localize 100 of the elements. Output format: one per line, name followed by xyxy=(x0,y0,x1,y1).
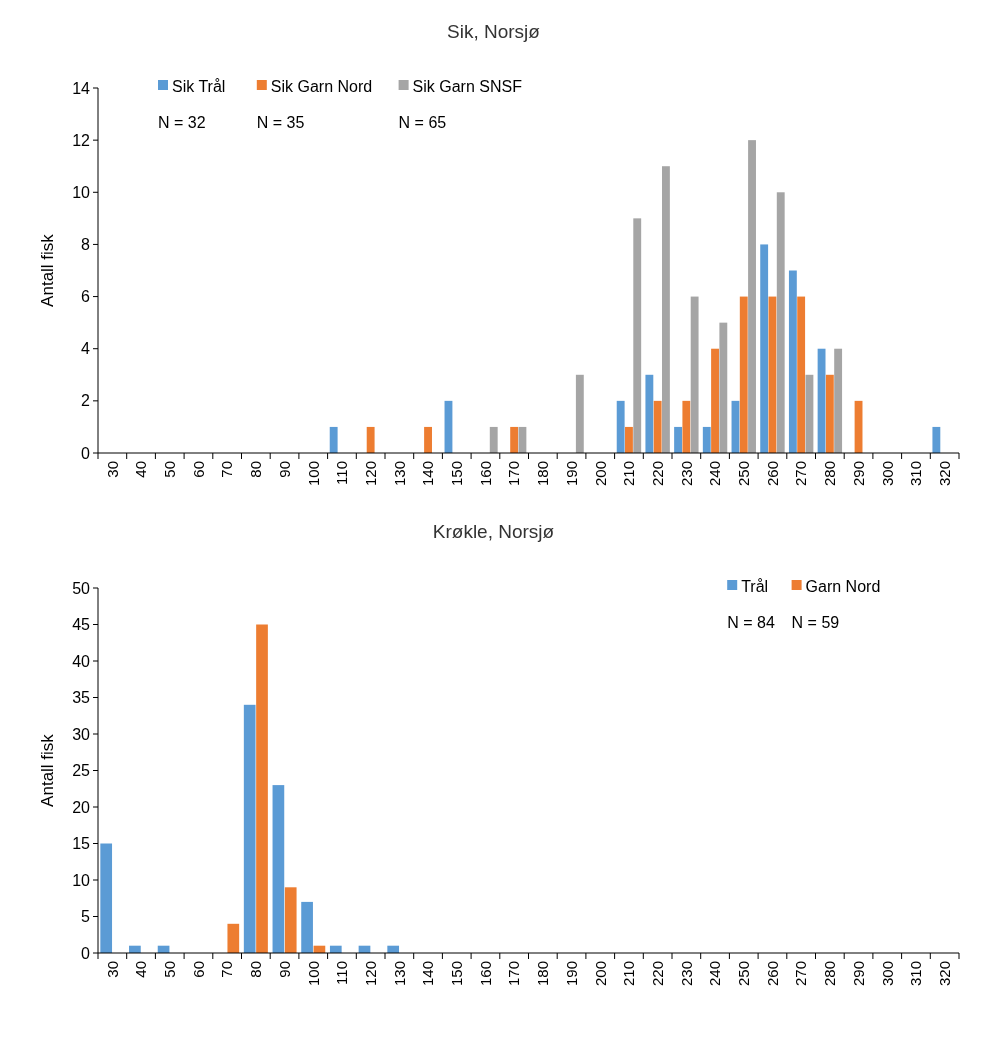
bar xyxy=(702,426,711,453)
bar xyxy=(739,296,748,453)
y-tick-label: 0 xyxy=(81,944,91,962)
bar xyxy=(817,348,826,453)
bar xyxy=(760,244,769,453)
bar xyxy=(834,348,843,453)
x-tick-label: 70 xyxy=(218,961,236,978)
y-tick-label: 45 xyxy=(72,616,91,634)
x-tick-label: 280 xyxy=(821,461,839,487)
x-tick-label: 30 xyxy=(103,461,121,478)
x-tick-label: 180 xyxy=(534,461,552,487)
legend-label: Trål xyxy=(741,577,769,595)
bar xyxy=(227,923,240,953)
x-tick-label: 240 xyxy=(706,961,724,987)
legend-label: Sik Garn SNSF xyxy=(412,77,523,95)
bar xyxy=(797,296,806,453)
x-tick-label: 150 xyxy=(448,961,465,987)
x-tick-label: 50 xyxy=(161,961,178,978)
x-tick-label: 190 xyxy=(562,461,580,487)
bar xyxy=(748,140,756,453)
bar xyxy=(653,400,662,453)
chart-title: Krøkle, Norsjø xyxy=(432,521,555,542)
x-tick-label: 270 xyxy=(792,461,810,487)
y-tick-label: 2 xyxy=(81,392,91,410)
bar xyxy=(682,400,691,453)
bar xyxy=(662,166,670,453)
x-tick-label: 40 xyxy=(132,961,150,978)
y-tick-label: 0 xyxy=(81,444,91,462)
bar xyxy=(719,322,728,453)
x-tick-label: 260 xyxy=(763,461,781,487)
x-tick-label: 210 xyxy=(620,461,638,487)
y-tick-label: 30 xyxy=(72,725,91,743)
x-tick-label: 80 xyxy=(247,461,265,478)
x-tick-label: 210 xyxy=(620,961,638,987)
x-tick-label: 260 xyxy=(763,961,781,987)
bar xyxy=(366,426,375,453)
x-tick-label: 110 xyxy=(333,961,351,985)
annotation: N = 59 xyxy=(791,613,840,631)
annotation: N = 32 xyxy=(158,113,206,131)
x-tick-label: 30 xyxy=(103,961,121,978)
x-tick-label: 310 xyxy=(907,461,925,487)
x-tick-label: 120 xyxy=(361,461,379,487)
legend-label: Sik Garn Nord xyxy=(270,77,373,95)
bar xyxy=(711,348,719,453)
y-tick-label: 10 xyxy=(72,871,91,889)
bar xyxy=(100,843,113,953)
bar xyxy=(633,218,642,453)
x-tick-label: 100 xyxy=(304,461,322,487)
x-tick-label: 170 xyxy=(505,961,523,987)
bar xyxy=(284,887,297,953)
y-tick-label: 4 xyxy=(81,340,91,358)
x-tick-label: 180 xyxy=(534,961,552,987)
y-tick-label: 14 xyxy=(72,79,91,97)
x-tick-label: 60 xyxy=(189,461,207,478)
y-tick-label: 15 xyxy=(72,835,91,853)
y-tick-label: 6 xyxy=(81,288,91,306)
y-tick-label: 5 xyxy=(81,908,91,926)
x-tick-label: 170 xyxy=(505,461,523,487)
x-tick-label: 220 xyxy=(648,461,666,487)
bar xyxy=(776,192,785,453)
x-tick-label: 310 xyxy=(907,961,925,987)
x-tick-label: 150 xyxy=(448,461,465,487)
x-tick-label: 240 xyxy=(706,461,724,487)
x-tick-label: 290 xyxy=(849,961,867,987)
bar xyxy=(788,270,797,453)
x-tick-label: 90 xyxy=(275,961,293,978)
bar xyxy=(518,426,527,453)
annotation: N = 84 xyxy=(727,613,775,631)
bar xyxy=(489,426,498,453)
bar xyxy=(272,785,285,953)
x-tick-label: 200 xyxy=(591,461,609,487)
x-tick-label: 100 xyxy=(304,961,322,987)
bar xyxy=(690,296,699,453)
bar xyxy=(932,426,941,453)
bar xyxy=(301,901,313,953)
annotation: N = 65 xyxy=(398,113,447,131)
x-tick-label: 140 xyxy=(419,961,437,987)
bar xyxy=(825,374,834,453)
bar xyxy=(645,374,654,453)
annotation: N = 35 xyxy=(256,113,305,131)
x-tick-label: 60 xyxy=(189,961,207,978)
x-tick-label: 200 xyxy=(591,961,609,987)
y-tick-label: 20 xyxy=(72,798,91,816)
bar xyxy=(674,426,682,453)
bar xyxy=(625,426,633,453)
y-tick-label: 12 xyxy=(72,131,91,149)
bar xyxy=(575,374,584,453)
y-tick-label: 40 xyxy=(72,652,91,670)
x-tick-label: 320 xyxy=(935,461,953,487)
y-axis-title: Antall fisk xyxy=(38,233,57,307)
bar xyxy=(256,624,268,953)
x-tick-label: 290 xyxy=(849,461,867,487)
x-tick-label: 230 xyxy=(677,961,695,987)
x-tick-label: 320 xyxy=(935,961,953,987)
x-tick-label: 250 xyxy=(735,961,752,987)
bar xyxy=(805,374,814,453)
legend-label: Garn Nord xyxy=(805,577,881,595)
x-tick-label: 270 xyxy=(792,961,810,987)
bar xyxy=(243,704,256,953)
x-tick-label: 160 xyxy=(476,961,494,987)
